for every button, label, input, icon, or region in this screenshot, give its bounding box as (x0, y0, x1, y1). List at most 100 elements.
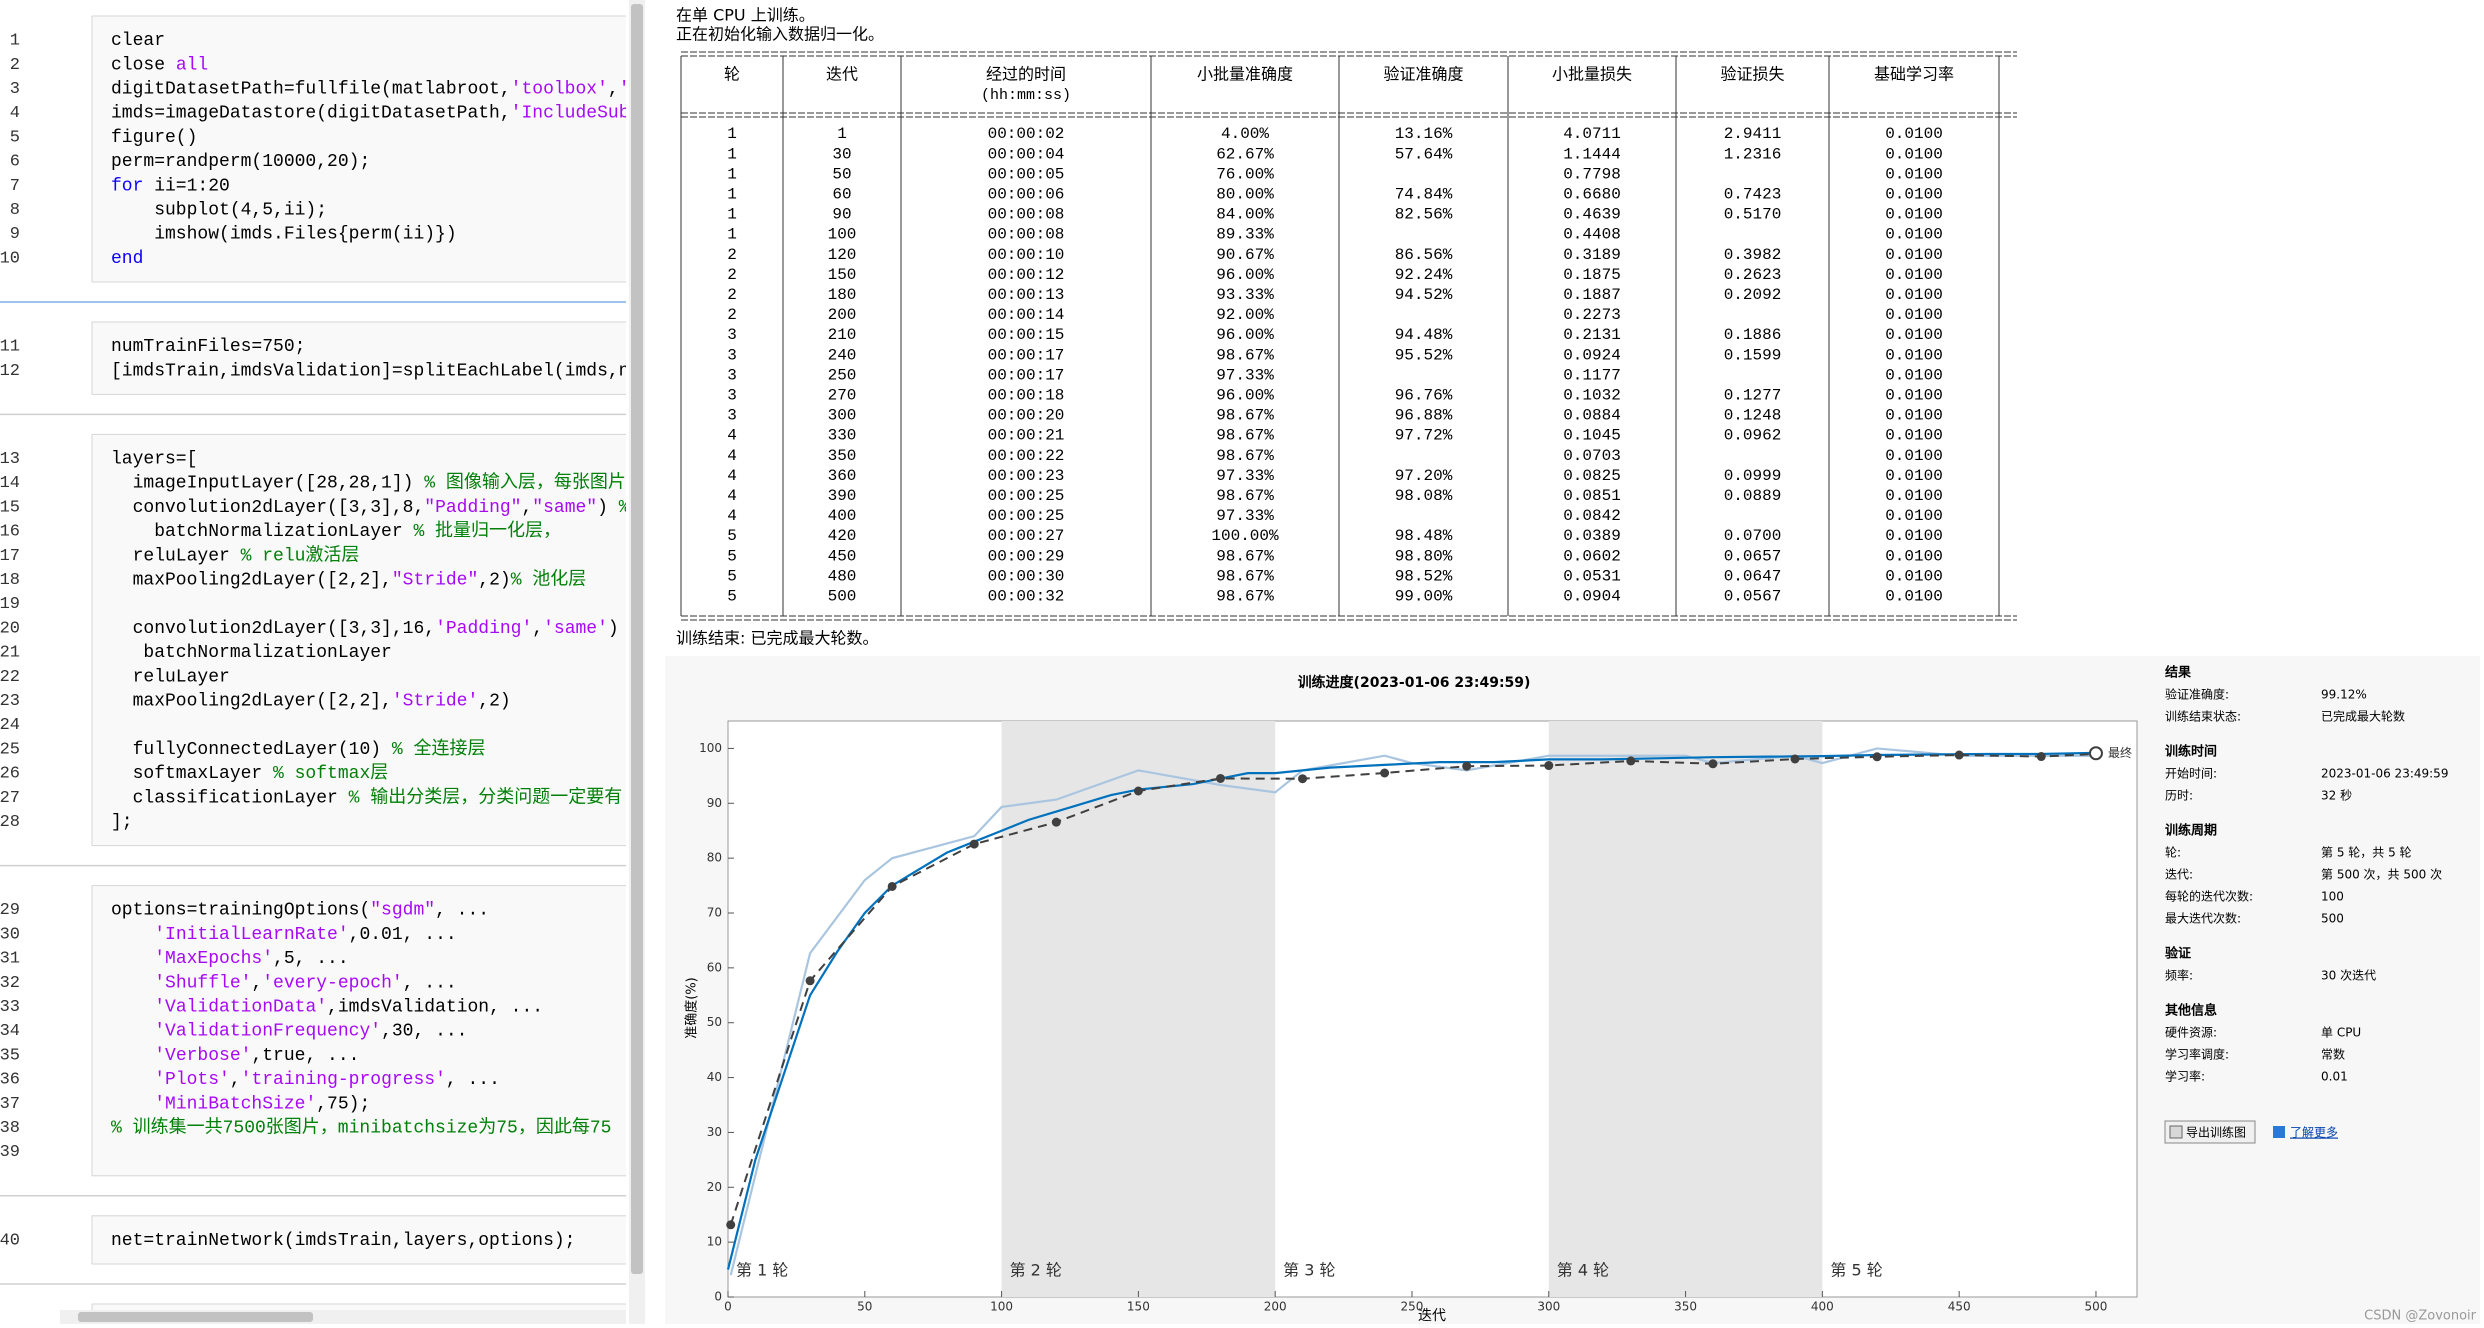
table-cell: 4 (727, 467, 737, 485)
table-cell: 0.0100 (1885, 366, 1943, 384)
y-axis-label: 准确度(%) (684, 977, 700, 1039)
x-tick-label: 400 (1811, 1300, 1834, 1314)
table-cell: 97.33% (1216, 507, 1274, 525)
epoch-label: 第 5 轮 (1830, 1261, 1882, 1280)
table-cell: 0.3982 (1724, 246, 1782, 264)
table-cell: 4.0711 (1563, 125, 1621, 143)
table-cell: 360 (828, 467, 857, 485)
table-cell: 240 (828, 346, 857, 364)
info-value: 500 (2321, 912, 2344, 926)
epoch-label: 第 3 轮 (1283, 1261, 1335, 1280)
code-cell[interactable] (91, 1215, 652, 1265)
info-icon[interactable] (2273, 1126, 2285, 1138)
line-number: 8 (10, 201, 20, 220)
validation-point (726, 1220, 736, 1230)
table-cell: 00:00:13 (988, 286, 1065, 304)
table-cell: 00:00:30 (988, 567, 1065, 585)
export-icon[interactable] (2169, 1125, 2183, 1139)
table-cell: 00:00:17 (988, 366, 1065, 384)
export-button[interactable]: 导出训练图 (2186, 1125, 2246, 1140)
validation-point (1462, 761, 1472, 771)
line-number: 29 (0, 901, 20, 920)
table-cell: 0.0100 (1885, 286, 1943, 304)
code-line: subplot(4,5,ii); (111, 200, 327, 220)
final-label: 最终 (2108, 745, 2132, 760)
line-number: 20 (0, 619, 20, 638)
validation-point (1215, 773, 1225, 783)
table-cell: 390 (828, 487, 857, 505)
export-button-box[interactable] (2164, 1120, 2256, 1144)
table-cell: 94.52% (1395, 286, 1453, 304)
validation-point (1954, 750, 1964, 760)
plot-area (727, 720, 2138, 1298)
line-number: 26 (0, 765, 20, 784)
line-number: 4 (10, 104, 20, 123)
code-line: options=trainingOptions("sgdm", ... (111, 900, 489, 920)
v-scroll-thumb[interactable] (631, 4, 643, 1274)
table-cell: 0.4639 (1563, 206, 1621, 224)
code-cell[interactable] (91, 433, 652, 847)
line-number: 22 (0, 668, 20, 687)
series-line (729, 752, 2097, 1226)
table-cell: 4 (727, 447, 737, 465)
table-cell: 97.33% (1216, 467, 1274, 485)
code-line: fullyConnectedLayer(10) % 全连接层 (111, 738, 485, 760)
validation-point (1298, 774, 1308, 784)
line-number: 37 (0, 1095, 20, 1114)
line-number: 39 (0, 1143, 20, 1162)
x-tick-label: 50 (857, 1300, 872, 1314)
table-cell: 1 (837, 125, 847, 143)
table-cell: 00:00:18 (988, 387, 1065, 405)
code-cell[interactable] (91, 321, 652, 395)
h-scroll-thumb[interactable] (78, 1312, 313, 1322)
info-label: 硬件资源: (2165, 1026, 2217, 1040)
code-line: imageInputLayer([28,28,1]) % 图像输入层，每张图片 (111, 471, 626, 493)
table-cell: 50 (832, 165, 851, 183)
table-cell: 0.0100 (1885, 447, 1943, 465)
table-cell: 0.0567 (1724, 588, 1782, 606)
training-chart: 训练进度(2023-01-06 23:49:59) 迭代 准确度(%) 第 1 … (684, 674, 2138, 1324)
line-number: 18 (0, 571, 20, 590)
validation-point (2036, 752, 2046, 762)
code-line: reluLayer (111, 667, 230, 687)
table-cell: 1 (727, 165, 737, 183)
table-cell: 450 (828, 547, 857, 565)
code-cell[interactable] (91, 15, 652, 283)
learn-more-link[interactable]: 了解更多 (2290, 1126, 2338, 1140)
table-cell: 0.0100 (1885, 145, 1943, 163)
code-cell[interactable] (91, 1303, 652, 1324)
code-line: % 训练集一共7500张图片，minibatchsize为75，因此每75 (111, 1116, 611, 1138)
table-cell: 00:00:27 (988, 527, 1065, 545)
table-cell: 76.00% (1216, 165, 1274, 183)
info-value: 单 CPU (2321, 1026, 2361, 1040)
line-number: 21 (0, 644, 20, 663)
info-value: 30 次迭代 (2321, 969, 2376, 983)
table-cell: 200 (828, 306, 857, 324)
code-line: net=trainNetwork(imdsTrain,layers,option… (111, 1231, 575, 1251)
table-cell: 98.67% (1216, 346, 1274, 364)
info-value: 32 秒 (2321, 789, 2352, 803)
line-number: 10 (0, 249, 20, 268)
line-number: 32 (0, 974, 20, 993)
table-cell: 0.0100 (1885, 487, 1943, 505)
code-line: 'Shuffle','every-epoch', ... (111, 973, 457, 993)
y-tick-label: 40 (707, 1070, 722, 1084)
table-cell: 4 (727, 487, 737, 505)
validation-point (805, 976, 815, 986)
code-line: 'ValidationFrequency',30, ... (111, 1021, 467, 1041)
code-cell[interactable] (91, 885, 652, 1177)
x-tick-label: 200 (1264, 1300, 1287, 1314)
table-cell: 0.0100 (1885, 206, 1943, 224)
y-tick-label: 30 (707, 1125, 722, 1139)
table-cell: 94.48% (1395, 326, 1453, 344)
table-cell: 62.67% (1216, 145, 1274, 163)
table-cell: 0.0851 (1563, 487, 1621, 505)
table-cell: 0.0999 (1724, 467, 1782, 485)
line-number: 13 (0, 450, 20, 469)
table-cell: 96.88% (1395, 407, 1453, 425)
table-header: 经过的时间 (986, 65, 1066, 84)
table-cell: 150 (828, 266, 857, 284)
table-cell: 0.0647 (1724, 567, 1782, 585)
table-cell: 0.0100 (1885, 387, 1943, 405)
x-tick-label: 500 (2085, 1300, 2108, 1314)
